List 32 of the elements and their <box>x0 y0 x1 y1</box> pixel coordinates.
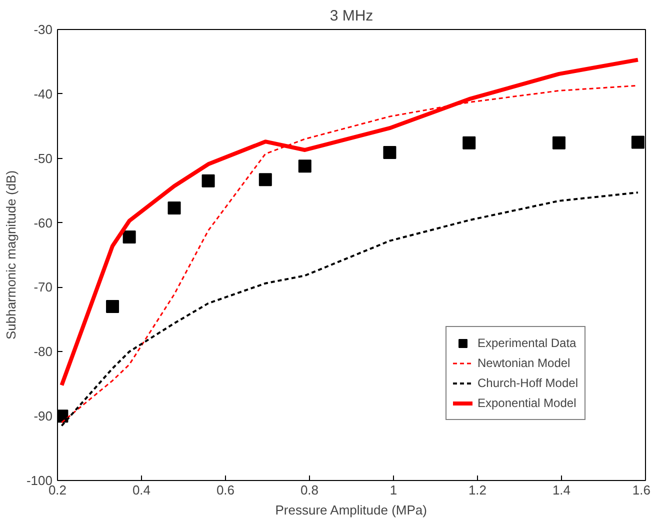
y-tick-label: -50 <box>34 150 53 166</box>
point <box>258 173 272 186</box>
x-axis-title: Pressure Amplitude (MPa) <box>275 502 428 518</box>
x-tick-label: 0.8 <box>300 482 319 498</box>
x-tick-label: 1.2 <box>468 482 487 498</box>
legend-label: Church-Hoff Model <box>478 376 578 390</box>
chart-title: 3 MHz <box>330 8 374 24</box>
y-tick-label: -90 <box>34 408 53 424</box>
y-tick-label: -30 <box>34 22 53 37</box>
legend-label: Newtonian Model <box>478 356 570 370</box>
y-tick-label: -80 <box>34 344 53 360</box>
point <box>202 174 215 188</box>
x-tick-label: 1 <box>390 482 398 498</box>
point <box>106 300 120 314</box>
point <box>552 136 566 150</box>
point <box>383 146 396 160</box>
legend-label: Experimental Data <box>478 336 576 350</box>
y-tick-label: -70 <box>34 280 53 295</box>
y-tick-label: -60 <box>34 215 53 230</box>
x-tick-label: 0.6 <box>216 482 235 498</box>
line-series <box>60 192 639 427</box>
legend-label: Exponential Model <box>478 396 576 410</box>
x-tick-label: 1.6 <box>632 482 651 498</box>
point <box>462 136 476 150</box>
point <box>631 136 644 149</box>
point <box>298 160 312 173</box>
y-axis-title: Subharmonic magnitude (dB) <box>3 170 18 340</box>
x-tick-label: 0.4 <box>132 482 151 498</box>
x-tick-label: 1.4 <box>552 482 571 498</box>
y-tick-label: -40 <box>34 86 53 102</box>
point <box>168 201 181 214</box>
point <box>122 230 136 244</box>
